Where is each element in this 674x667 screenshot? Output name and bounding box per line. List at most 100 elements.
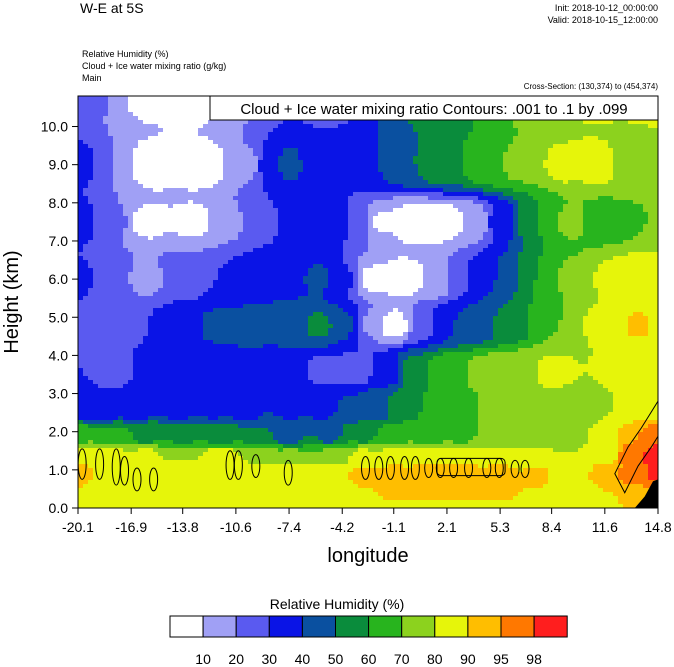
humidity-cell (183, 268, 189, 273)
humidity-cell (308, 268, 314, 273)
humidity-cell (248, 208, 254, 213)
humidity-cell (118, 452, 124, 457)
humidity-cell (118, 412, 124, 417)
humidity-cell (223, 400, 229, 405)
humidity-cell (178, 320, 184, 325)
humidity-cell (168, 352, 174, 357)
humidity-cell (83, 140, 89, 145)
humidity-cell (243, 356, 249, 361)
humidity-cell (123, 200, 129, 205)
humidity-cell (118, 116, 124, 121)
humidity-cell (168, 168, 174, 173)
humidity-cell (128, 124, 134, 129)
humidity-cell (288, 180, 294, 185)
humidity-cell (268, 432, 274, 437)
humidity-cell (268, 220, 274, 225)
humidity-cell (83, 272, 89, 277)
humidity-cell (313, 200, 319, 205)
humidity-cell (283, 388, 289, 393)
humidity-cell (188, 188, 194, 193)
humidity-cell (208, 416, 214, 421)
humidity-cell (213, 316, 219, 321)
humidity-cell (308, 448, 314, 453)
humidity-cell (223, 260, 229, 265)
humidity-cell (103, 124, 109, 129)
humidity-cell (203, 192, 209, 197)
humidity-cell (168, 448, 174, 453)
humidity-cell (118, 448, 124, 453)
humidity-cell (288, 464, 294, 469)
humidity-cell (108, 364, 114, 369)
humidity-cell (188, 176, 194, 181)
humidity-cell (93, 340, 99, 345)
humidity-cell (188, 272, 194, 277)
humidity-cell (238, 228, 244, 233)
humidity-cell (93, 488, 99, 493)
humidity-cell (248, 396, 254, 401)
humidity-cell (208, 316, 214, 321)
humidity-cell (318, 232, 324, 237)
humidity-cell (163, 212, 169, 217)
humidity-cell (258, 376, 264, 381)
humidity-cell (208, 400, 214, 405)
humidity-cell (258, 328, 264, 333)
humidity-cell (128, 184, 134, 189)
humidity-cell (173, 340, 179, 345)
humidity-cell (153, 368, 159, 373)
humidity-cell (108, 280, 114, 285)
humidity-cell (78, 444, 84, 449)
humidity-cell (193, 432, 199, 437)
humidity-cell (113, 408, 119, 413)
humidity-cell (118, 360, 124, 365)
humidity-cell (188, 376, 194, 381)
humidity-cell (228, 500, 234, 505)
humidity-cell (253, 136, 259, 141)
humidity-cell (133, 496, 139, 501)
humidity-cell (258, 464, 264, 469)
humidity-cell (273, 172, 279, 177)
humidity-cell (223, 196, 229, 201)
humidity-cell (223, 268, 229, 273)
humidity-cell (263, 468, 269, 473)
humidity-cell (158, 356, 164, 361)
humidity-cell (228, 416, 234, 421)
humidity-cell (273, 432, 279, 437)
humidity-cell (278, 216, 284, 221)
humidity-cell (308, 176, 314, 181)
humidity-cell (98, 264, 104, 269)
humidity-cell (283, 252, 289, 257)
humidity-cell (113, 256, 119, 261)
humidity-cell (108, 440, 114, 445)
humidity-cell (283, 276, 289, 281)
humidity-cell (238, 144, 244, 149)
humidity-cell (308, 256, 314, 261)
humidity-cell (308, 304, 314, 309)
humidity-cell (98, 96, 104, 101)
humidity-cell (88, 424, 94, 429)
humidity-cell (303, 384, 309, 389)
humidity-cell (243, 220, 249, 225)
humidity-cell (148, 228, 154, 233)
humidity-cell (113, 200, 119, 205)
humidity-cell (213, 412, 219, 417)
humidity-cell (153, 284, 159, 289)
humidity-cell (233, 392, 239, 397)
humidity-cell (243, 280, 249, 285)
humidity-cell (198, 160, 204, 165)
humidity-cell (278, 180, 284, 185)
humidity-cell (103, 328, 109, 333)
humidity-cell (78, 184, 84, 189)
humidity-cell (98, 112, 104, 117)
humidity-cell (303, 468, 309, 473)
humidity-cell (228, 420, 234, 425)
humidity-cell (308, 168, 314, 173)
humidity-cell (263, 308, 269, 313)
humidity-cell (313, 120, 319, 125)
humidity-cell (203, 140, 209, 145)
humidity-cell (213, 220, 219, 225)
humidity-cell (238, 472, 244, 477)
humidity-cell (243, 180, 249, 185)
humidity-cell (103, 364, 109, 369)
humidity-cell (238, 184, 244, 189)
humidity-cell (218, 232, 224, 237)
